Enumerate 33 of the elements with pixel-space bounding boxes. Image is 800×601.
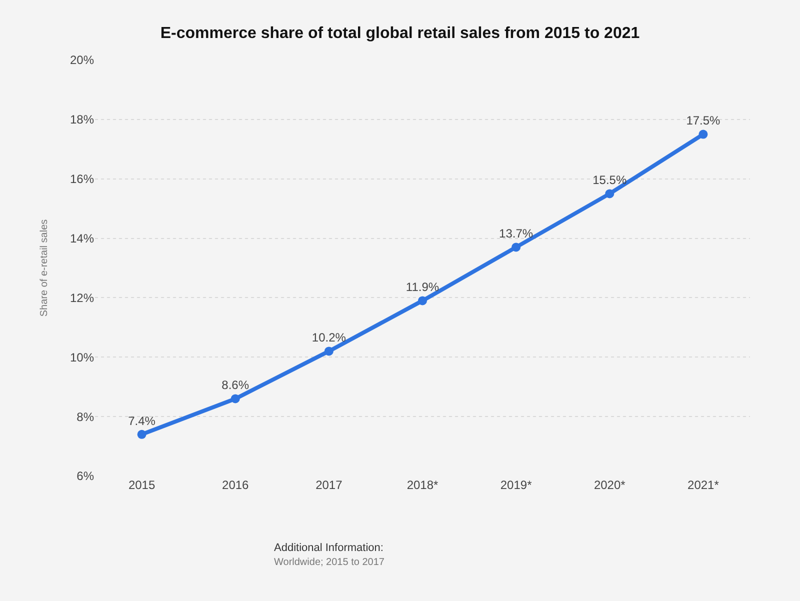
point: [324, 346, 334, 356]
point: [605, 189, 614, 198]
x-tick-label: 2021*: [688, 478, 720, 492]
y-tick-label: 18%: [70, 112, 94, 127]
y-tick-label: 6%: [76, 469, 94, 484]
data-label: 10.2%: [312, 330, 346, 345]
y-tick-label: 8%: [76, 410, 94, 424]
data-label: 11.9%: [406, 280, 440, 294]
y-tick-label: 14%: [70, 231, 94, 246]
y-axis-title: Share of e-retail sales: [38, 219, 50, 317]
x-tick-label: 2020*: [594, 478, 626, 492]
point: [418, 296, 427, 306]
x-tick-label: 2017: [316, 478, 343, 492]
point: [230, 394, 240, 404]
data-label: 17.5%: [686, 114, 721, 128]
y-tick-label: 10%: [70, 350, 94, 364]
text: Worldwide; 2015 to 2017: [274, 557, 385, 568]
chart-title: E-commerce share of total global retail sales from 2015 to 2021: [160, 25, 640, 42]
x-tick-label: 2015: [128, 478, 156, 492]
text: Additional Information:: [274, 542, 384, 554]
point: [698, 130, 708, 139]
x-tick-label: 2018*: [406, 478, 439, 492]
point: [512, 242, 521, 252]
y-tick-label: 20%: [70, 53, 94, 68]
data-label: 7.4%: [128, 414, 156, 428]
x-tick-label: 2019*: [500, 478, 532, 492]
y-tick-label: 12%: [70, 290, 94, 305]
data-label: 8.6%: [222, 378, 250, 392]
point: [137, 430, 146, 439]
data-label: 13.7%: [499, 226, 534, 241]
y-tick-label: 16%: [70, 172, 94, 186]
data-label: 15.5%: [592, 173, 627, 188]
x-tick-label: 2016: [222, 478, 250, 492]
